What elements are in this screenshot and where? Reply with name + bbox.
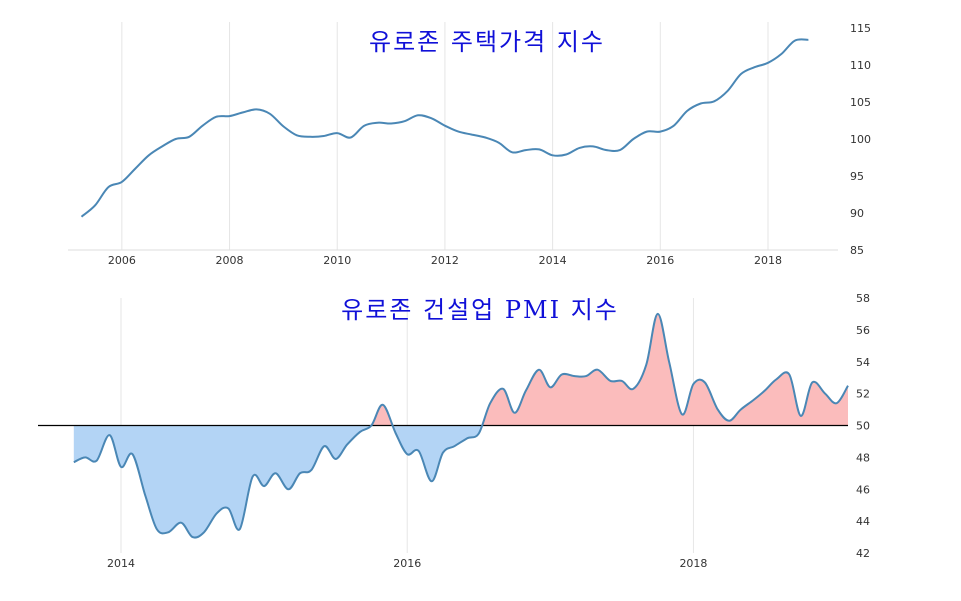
construction-pmi-y-tick-label: 42 (856, 547, 870, 560)
house-price-x-ticks: 2006 2008 2010 2012 2014 2016 2018 (108, 254, 782, 267)
construction-pmi-y-tick-label: 46 (856, 483, 870, 496)
construction-pmi-y-tick-label: 48 (856, 451, 870, 464)
construction-pmi-chart: 2014 2016 2018 42 44 46 48 50 52 54 56 58 유로존 건설업 … (38, 292, 870, 570)
house-price-y-tick-label: 90 (850, 207, 864, 220)
house-price-y-tick-label: 105 (850, 96, 871, 109)
construction-pmi-area-above-50 (73, 313, 848, 426)
house-price-x-tick-label: 2018 (754, 254, 782, 267)
construction-pmi-y-tick-label: 54 (856, 356, 870, 369)
construction-pmi-y-tick-label: 44 (856, 515, 870, 528)
construction-pmi-x-tick-label: 2014 (107, 557, 135, 570)
house-price-y-tick-label: 110 (850, 59, 871, 72)
construction-pmi-y-tick-label: 58 (856, 292, 870, 305)
house-price-x-tick-label: 2012 (431, 254, 459, 267)
house-price-series-line (80, 38, 809, 218)
construction-pmi-series-line (73, 312, 849, 539)
house-price-x-tick-label: 2016 (646, 254, 674, 267)
house-price-index-chart: 2006 2008 2010 2012 2014 2016 2018 85 90 95 100 10… (68, 22, 871, 267)
construction-pmi-x-tick-label: 2016 (393, 557, 421, 570)
construction-pmi-y-tick-label: 50 (856, 420, 870, 433)
construction-pmi-y-ticks: 42 44 46 48 50 52 54 56 58 (856, 292, 870, 560)
house-price-y-tick-label: 115 (850, 22, 871, 35)
house-price-y-tick-label: 85 (850, 244, 864, 257)
construction-pmi-y-tick-label: 56 (856, 324, 870, 337)
house-price-chart-title: 유로존 주택가격 지수 (369, 28, 605, 56)
construction-pmi-x-tick-label: 2018 (679, 557, 707, 570)
house-price-x-tick-label: 2010 (323, 254, 351, 267)
construction-pmi-x-ticks: 2014 2016 2018 (107, 557, 707, 570)
house-price-y-tick-label: 95 (850, 170, 864, 183)
house-price-x-tick-label: 2008 (216, 254, 244, 267)
construction-pmi-area-below-50 (73, 425, 848, 538)
house-price-grid (68, 22, 838, 251)
house-price-x-tick-label: 2014 (539, 254, 567, 267)
construction-pmi-chart-title: 유로존 건설업 PMI 지수 (341, 296, 619, 324)
house-price-y-ticks: 85 90 95 100 105 110 115 (850, 22, 871, 257)
house-price-y-tick-label: 100 (850, 133, 871, 146)
house-price-x-tick-label: 2006 (108, 254, 136, 267)
construction-pmi-y-tick-label: 52 (856, 388, 870, 401)
